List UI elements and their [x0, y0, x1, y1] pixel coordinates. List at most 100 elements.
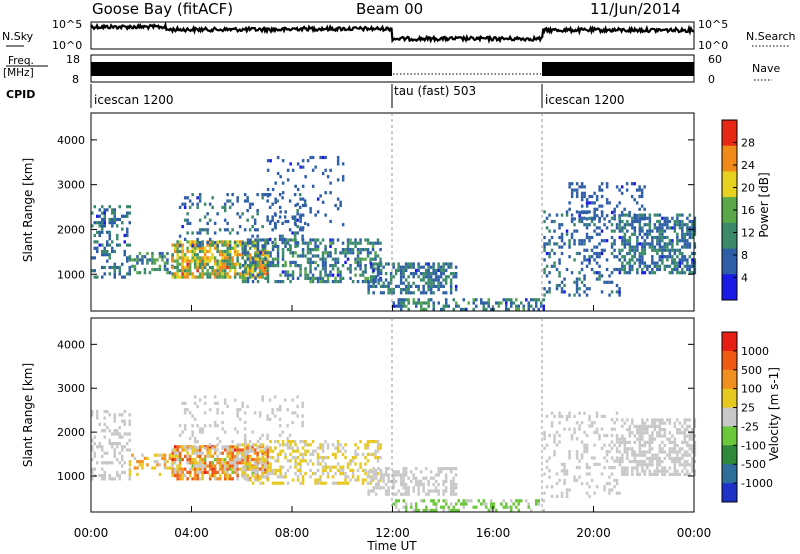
heatmap-cell	[663, 472, 667, 476]
heatmap-cell	[108, 237, 111, 241]
heatmap-cell	[121, 464, 124, 468]
heatmap-cell	[419, 265, 423, 269]
heatmap-cell	[188, 461, 192, 465]
heatmap-cell	[249, 273, 252, 277]
heatmap-cell	[613, 239, 616, 243]
heatmap-cell	[628, 251, 632, 256]
heatmap-cell	[656, 453, 659, 457]
heatmap-cell	[336, 462, 340, 466]
heatmap-cell	[392, 265, 395, 269]
heatmap-cell	[203, 458, 207, 462]
heatmap-cell	[651, 431, 654, 435]
heatmap-cell	[376, 254, 380, 258]
heatmap-cell	[593, 191, 596, 195]
heatmap-cell	[374, 470, 378, 474]
heatmap-cell	[243, 193, 247, 197]
heatmap-cell	[661, 255, 664, 259]
heatmap-cell	[671, 258, 674, 262]
heatmap-cell	[203, 265, 207, 270]
heatmap-cell	[558, 274, 561, 278]
heatmap-cell	[442, 278, 445, 282]
heatmap-cell	[306, 449, 310, 453]
heatmap-cell	[450, 508, 453, 512]
heatmap-cell	[610, 488, 614, 492]
heatmap-cell	[437, 470, 440, 474]
heatmap-cell	[344, 251, 347, 255]
heatmap-cell	[249, 260, 252, 264]
heatmap-cell	[621, 226, 624, 230]
heatmap-cell	[656, 248, 659, 252]
heatmap-cell	[296, 468, 300, 472]
heatmap-cell	[376, 459, 380, 463]
heatmap-cell	[256, 451, 259, 455]
heatmap-cell	[658, 450, 662, 454]
heatmap-cell	[366, 440, 370, 444]
heatmap-cell	[560, 235, 564, 240]
heatmap-cell	[183, 454, 187, 458]
heatmap-cell	[583, 223, 586, 227]
heatmap-cell	[454, 492, 458, 496]
heatmap-cell	[628, 267, 632, 272]
heatmap-cell	[258, 272, 262, 276]
heatmap-cell	[256, 470, 259, 474]
heatmap-cell	[636, 219, 639, 224]
heatmap-cell	[334, 276, 337, 280]
heatmap-cell	[570, 194, 574, 199]
heatmap-cell	[618, 219, 622, 224]
heatmap-cell	[208, 408, 212, 412]
heatmap-cell	[598, 264, 601, 268]
heatmap-cell	[284, 244, 287, 248]
heatmap-cell	[268, 221, 272, 225]
heatmap-cell	[578, 219, 581, 224]
heatmap-cell	[550, 485, 554, 489]
heatmap-cell	[181, 401, 184, 405]
heatmap-cell	[301, 420, 304, 425]
date-title: 11/Jun/2014	[590, 0, 681, 18]
heatmap-cell	[673, 469, 677, 473]
heatmap-cell	[573, 478, 576, 482]
heatmap-cell	[449, 291, 453, 295]
heatmap-cell	[266, 264, 270, 268]
heatmap-cell	[573, 430, 576, 434]
heatmap-cell	[593, 223, 596, 227]
heatmap-cell	[688, 219, 692, 224]
heatmap-cell	[573, 188, 576, 192]
heatmap-cell	[663, 450, 667, 454]
heatmap-cell	[128, 211, 131, 215]
heatmap-cell	[354, 452, 357, 456]
heatmap-cell	[434, 268, 438, 272]
heatmap-cell	[691, 431, 694, 435]
heatmap-cell	[560, 232, 564, 236]
heatmap-cell	[276, 244, 280, 248]
heatmap-cell	[244, 452, 247, 456]
heatmap-cell	[266, 241, 270, 245]
velocity-ytick-label: 4000	[57, 338, 85, 351]
freq-tick-top: 18	[66, 53, 80, 66]
heatmap-cell	[233, 253, 237, 257]
velocity-colorbar-swatch	[722, 464, 737, 484]
heatmap-cell	[258, 256, 262, 260]
heatmap-cell	[271, 244, 275, 248]
heatmap-cell	[395, 499, 398, 503]
heatmap-cell	[123, 253, 126, 257]
heatmap-cell	[241, 456, 245, 460]
heatmap-cell	[113, 432, 116, 436]
heatmap-cell	[379, 446, 382, 450]
heatmap-cell	[663, 421, 667, 425]
heatmap-cell	[201, 259, 204, 263]
heatmap-cell	[256, 209, 259, 213]
heatmap-cell	[331, 238, 335, 242]
heatmap-cell	[376, 472, 380, 476]
heatmap-cell	[633, 182, 636, 186]
heatmap-cell	[339, 270, 342, 274]
heatmap-cell	[626, 239, 629, 243]
heatmap-cell	[661, 447, 664, 451]
heatmap-cell	[563, 478, 566, 482]
heatmap-cell	[304, 203, 307, 208]
heatmap-cell	[422, 486, 425, 490]
heatmap-cell	[439, 268, 443, 272]
heatmap-cell	[341, 472, 345, 476]
heatmap-cell	[414, 483, 418, 487]
heatmap-cell	[196, 262, 199, 266]
heatmap-cell	[374, 440, 377, 444]
